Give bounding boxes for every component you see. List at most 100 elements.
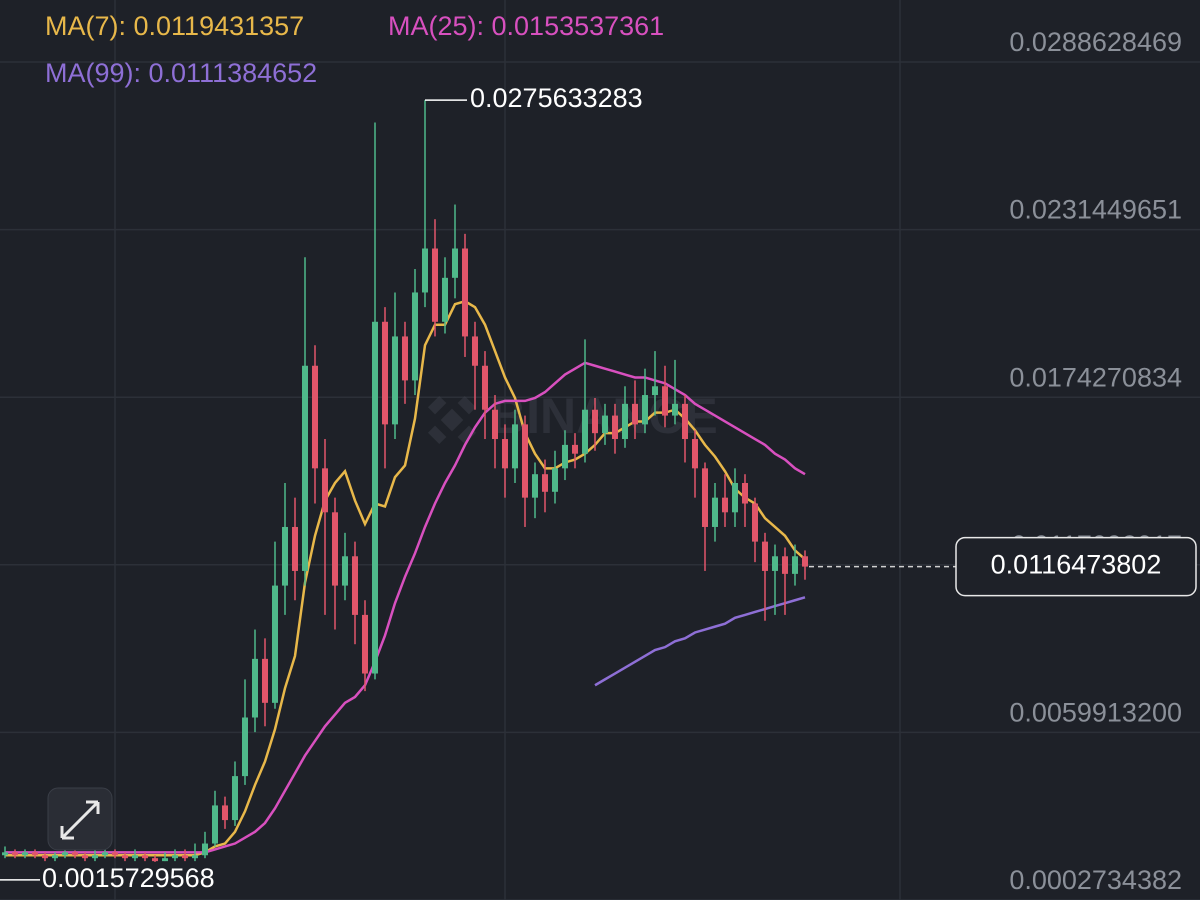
candle-body [332, 512, 338, 586]
candle-body [52, 855, 58, 859]
candle-body [2, 852, 8, 856]
legend-entry: MA(7): 0.0119431357 [45, 11, 304, 41]
y-tick-label: 0.0288628469 [1009, 27, 1182, 57]
candle-body [522, 424, 528, 498]
candle-body [392, 336, 398, 425]
candle-body [752, 503, 758, 542]
candle-body [492, 409, 498, 440]
candle-body [182, 855, 188, 859]
candle-body [192, 855, 198, 859]
candle-body [542, 474, 548, 492]
candle-body [322, 468, 328, 513]
candle-body [572, 444, 578, 454]
legend: MA(7): 0.0119431357 MA(25): 0.0153537361 M… [45, 11, 664, 88]
ma-line [5, 361, 806, 854]
ma-lines [5, 299, 806, 857]
candle-body [802, 556, 808, 567]
candle-body [592, 409, 598, 434]
candle-body [622, 403, 628, 440]
candle-body [782, 556, 788, 574]
candle-body [222, 805, 228, 821]
candle-body [382, 321, 388, 425]
candle-body [272, 585, 278, 703]
candle-body [102, 852, 108, 856]
expand-icon [60, 800, 100, 840]
candle-body [12, 852, 18, 856]
candle-body [422, 248, 428, 293]
candle-body [642, 395, 648, 425]
candle-body [372, 321, 378, 674]
candle-body [712, 497, 718, 527]
candle-body [732, 482, 738, 513]
candle-body [772, 556, 778, 571]
candle-body [512, 424, 518, 469]
legend-entry: MA(25): 0.0153537361 [388, 11, 664, 41]
candle-body [742, 482, 748, 504]
candle-body [342, 556, 348, 586]
candle-body [552, 468, 558, 492]
horizontal-grid [0, 61, 1200, 900]
candle-body [402, 336, 408, 381]
candle-body [112, 852, 118, 856]
annotations: 0.0275633283 0.0015729568 0.0116473802 [0, 83, 1197, 893]
candle-body [282, 526, 288, 586]
candle-body [682, 403, 688, 440]
candle-body [762, 541, 768, 571]
candle-body [172, 855, 178, 859]
candle-body [452, 248, 458, 278]
ma-line [594, 596, 806, 687]
legend-entry: MA(99): 0.0111384652 [45, 58, 317, 88]
high-label: 0.0275633283 [470, 83, 643, 113]
candle-body [162, 858, 168, 862]
candle-body [312, 365, 318, 469]
low-label: 0.0015729568 [42, 863, 215, 893]
candle-body [352, 556, 358, 615]
candle-body [602, 415, 608, 434]
candle-body [652, 386, 658, 396]
candle-body [142, 855, 148, 859]
expand-button[interactable] [47, 787, 113, 851]
candle-body [472, 336, 478, 366]
candle-body [242, 717, 248, 777]
candle-body [532, 474, 538, 498]
candle-body [502, 439, 508, 469]
candle-body [722, 497, 728, 513]
candle-body [302, 365, 308, 571]
candle-body [432, 248, 438, 322]
candle-body [212, 805, 218, 844]
candle-body [232, 776, 238, 821]
candle-body [702, 468, 708, 527]
candle-body [82, 855, 88, 859]
candle-body [632, 403, 638, 425]
candle-body [122, 855, 128, 859]
price-tag [955, 536, 1197, 597]
candle-body [292, 526, 298, 571]
candle-body [32, 852, 38, 856]
candle-body [362, 614, 368, 674]
candle-body [672, 403, 678, 416]
candle-body [412, 292, 418, 381]
ma-line [5, 299, 806, 857]
candle-body [62, 852, 68, 856]
price-tag-label: 0.0116473802 [991, 550, 1162, 580]
y-tick-label: 0.0002734382 [1009, 865, 1182, 895]
candle-body [252, 658, 258, 718]
candle-body [442, 277, 448, 322]
candle-body [562, 444, 568, 469]
candle-body [202, 843, 208, 856]
candle-body [482, 365, 488, 410]
candle-body [692, 439, 698, 469]
y-tick-label: 0.0059913200 [1009, 698, 1182, 728]
candle-body [462, 248, 468, 337]
y-tick-label: 0.0231449651 [1009, 195, 1182, 225]
y-tick-label: 0.0174270834 [1009, 362, 1182, 392]
candle-body [792, 556, 798, 574]
candle-body [262, 658, 268, 703]
candle-body [152, 858, 158, 862]
candle-body [42, 855, 48, 859]
candle-body [92, 855, 98, 859]
candle-body [582, 409, 588, 454]
